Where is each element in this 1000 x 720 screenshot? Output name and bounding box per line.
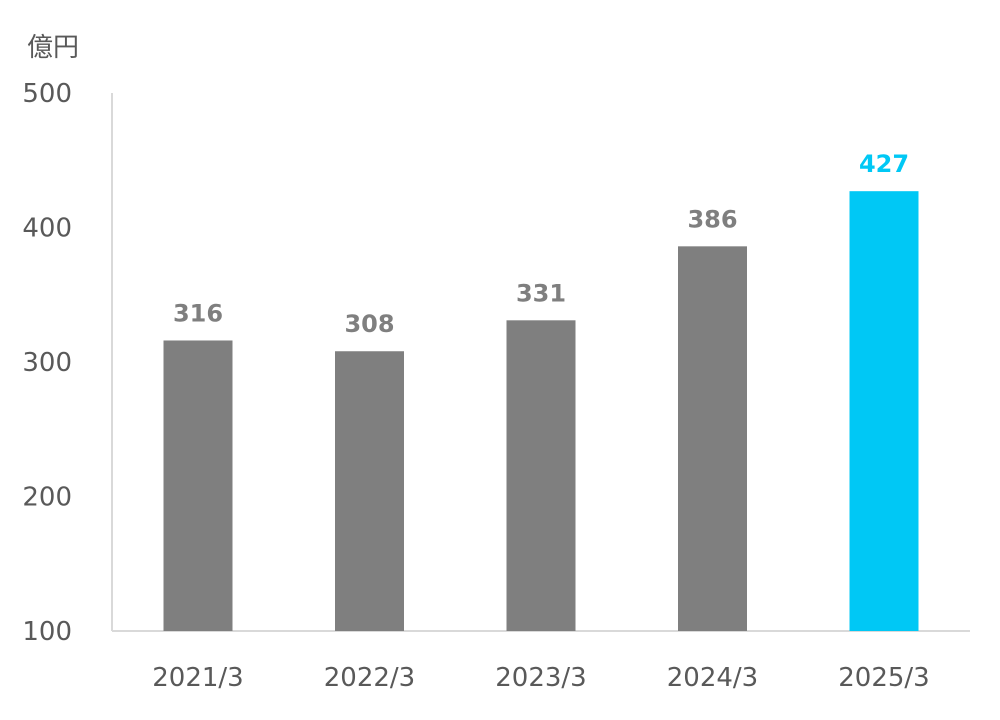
x-tick-group: 2021/3 2022/3 2023/3 2024/3 2025/3 [152,663,929,693]
y-tick-label: 400 [22,214,72,244]
y-tick-label: 500 [22,79,72,109]
bar-2023-3 [506,320,576,631]
data-label: 331 [516,279,566,307]
y-tick-label: 200 [22,483,72,513]
x-tick-label: 2024/3 [667,663,758,693]
data-label: 386 [687,205,737,233]
data-label-group: 316 308 331 386 427 [173,150,909,338]
y-tick-group: 100 200 300 400 500 [22,79,72,647]
x-tick-label: 2022/3 [324,663,415,693]
y-tick-label: 100 [22,617,72,647]
bar-2022-3 [335,351,404,631]
y-tick-label: 300 [22,348,72,378]
bar-2025-3 [849,191,919,631]
bar-2021-3 [163,340,233,631]
x-tick-label: 2023/3 [495,663,586,693]
data-label: 316 [173,299,223,327]
y-axis-unit: 億円 [27,33,79,63]
x-tick-label: 2021/3 [152,663,243,693]
bar-2024-3 [678,246,747,631]
x-tick-label: 2025/3 [838,663,929,693]
bar-group [163,191,919,631]
data-label: 308 [344,310,394,338]
data-label: 427 [859,150,909,178]
